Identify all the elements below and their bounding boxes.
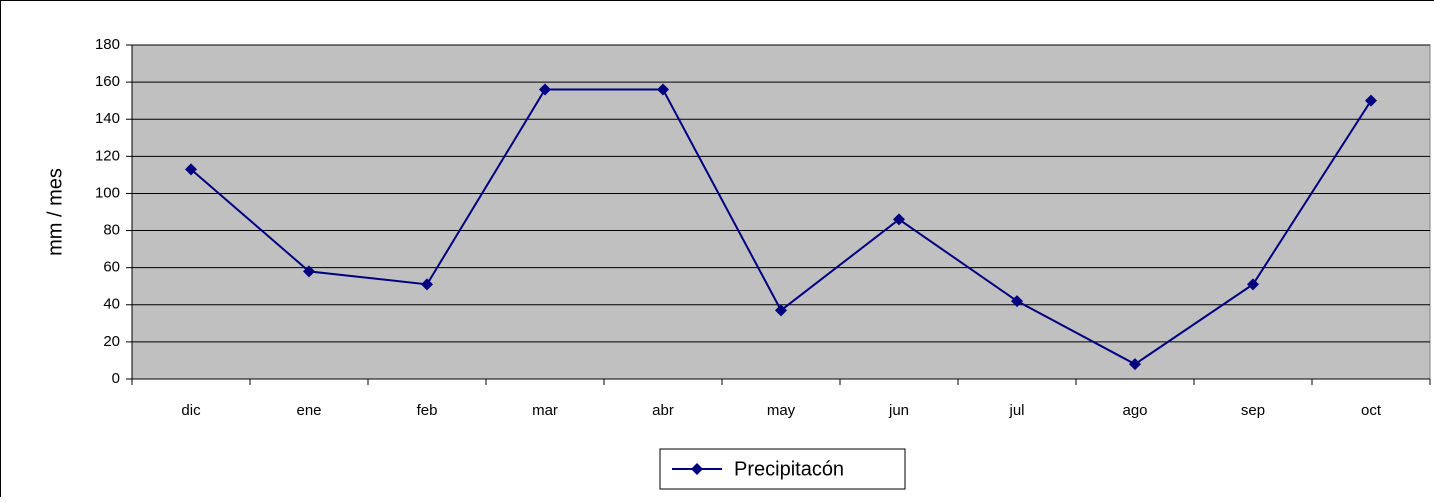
y-tick-label: 140 [95,110,120,127]
y-tick-label: 0 [112,370,120,387]
x-tick-label: dic [181,402,201,419]
x-tick-label: feb [417,402,438,419]
y-tick-label: 80 [103,222,120,239]
plot-area [132,45,1430,379]
x-tick-label: jun [888,402,909,419]
y-tick-label: 40 [103,296,120,313]
x-tick-label: mar [532,402,558,419]
y-tick-label: 180 [95,36,120,53]
x-tick-label: sep [1241,402,1265,419]
x-tick-label: oct [1361,402,1382,419]
x-tick-label: ago [1122,402,1147,419]
y-axis-label: mm / mes [44,168,66,256]
y-tick-label: 160 [95,73,120,90]
legend-label: Precipitacón [734,458,844,480]
x-tick-label: abr [652,402,674,419]
x-tick-label: jul [1008,402,1024,419]
y-tick-label: 20 [103,333,120,350]
x-tick-label: ene [296,402,321,419]
x-tick-label: may [767,402,796,419]
y-tick-label: 100 [95,184,120,201]
y-tick-label: 120 [95,147,120,164]
y-tick-label: 60 [103,259,120,276]
